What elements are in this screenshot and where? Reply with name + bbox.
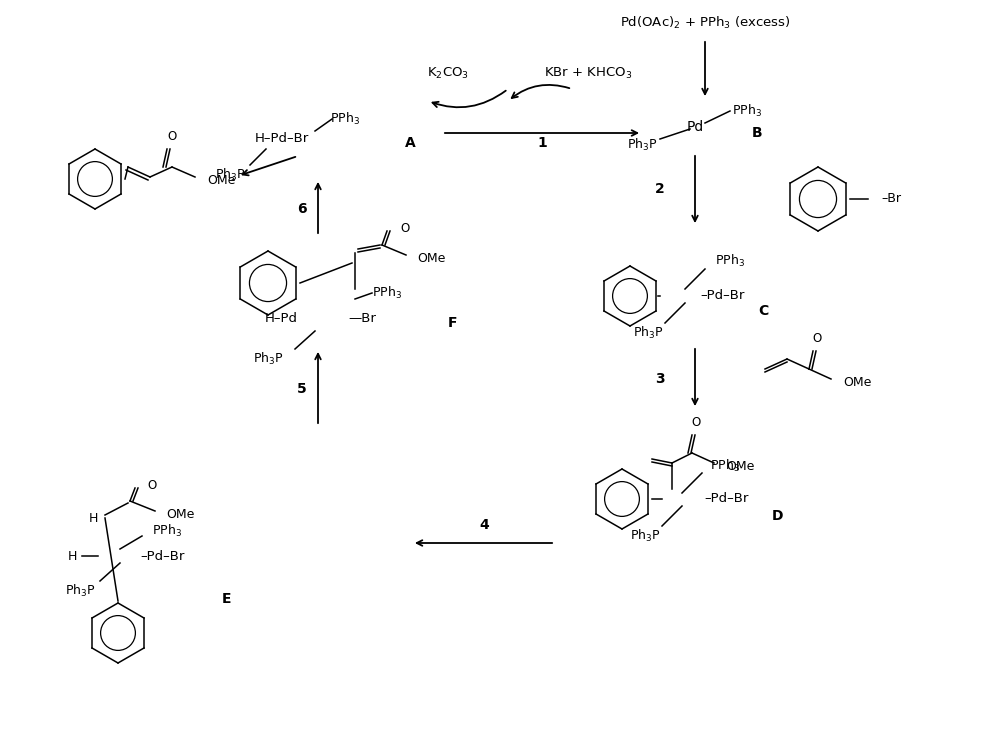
Text: C: C: [758, 304, 768, 318]
Text: PPh$_3$: PPh$_3$: [330, 111, 360, 127]
Text: OMe: OMe: [207, 174, 236, 188]
Text: PPh$_3$: PPh$_3$: [715, 253, 745, 269]
Text: 2: 2: [655, 182, 665, 196]
Text: O: O: [167, 130, 176, 143]
Text: OMe: OMe: [166, 508, 194, 521]
Text: F: F: [448, 316, 457, 330]
Text: B: B: [752, 126, 762, 140]
Text: H: H: [88, 511, 98, 524]
Text: E: E: [222, 592, 232, 606]
Text: –Pd–Br: –Pd–Br: [140, 550, 184, 562]
Text: 1: 1: [538, 136, 546, 150]
Text: Ph$_3$P: Ph$_3$P: [627, 137, 657, 153]
Text: H–Pd–Br: H–Pd–Br: [254, 132, 309, 146]
Text: –Pd–Br: –Pd–Br: [704, 493, 748, 505]
Text: PPh$_3$: PPh$_3$: [732, 103, 762, 119]
Text: O: O: [813, 332, 822, 345]
Text: H: H: [67, 550, 76, 562]
Text: O: O: [148, 479, 156, 493]
Text: Ph$_3$P: Ph$_3$P: [630, 528, 660, 544]
Text: Ph$_3$P: Ph$_3$P: [215, 167, 246, 183]
Text: Ph$_3$P: Ph$_3$P: [633, 325, 663, 341]
Text: PPh$_3$: PPh$_3$: [152, 523, 182, 539]
Text: PPh$_3$: PPh$_3$: [710, 458, 740, 474]
Text: –Br: –Br: [881, 192, 901, 206]
Text: Pd(OAc)$_2$ + PPh$_3$ (excess): Pd(OAc)$_2$ + PPh$_3$ (excess): [620, 15, 790, 31]
Text: 5: 5: [297, 382, 307, 396]
Text: A: A: [405, 136, 416, 150]
Text: KBr + KHCO$_3$: KBr + KHCO$_3$: [544, 65, 633, 80]
Text: D: D: [772, 509, 783, 523]
Text: –Pd–Br: –Pd–Br: [700, 289, 744, 303]
Text: OMe: OMe: [726, 460, 754, 473]
Text: 3: 3: [655, 372, 665, 386]
Text: K$_2$CO$_3$: K$_2$CO$_3$: [427, 65, 469, 80]
Text: O: O: [691, 416, 701, 429]
Text: —Br: —Br: [348, 312, 376, 325]
Text: H–Pd: H–Pd: [265, 312, 298, 325]
Text: O: O: [400, 222, 410, 236]
Text: Ph$_3$P: Ph$_3$P: [64, 583, 95, 599]
Text: OMe: OMe: [417, 252, 446, 266]
Text: Pd: Pd: [686, 120, 704, 134]
Text: PPh$_3$: PPh$_3$: [372, 285, 402, 301]
Text: OMe: OMe: [843, 376, 871, 390]
Text: 6: 6: [297, 202, 307, 216]
Text: Ph$_3$P: Ph$_3$P: [252, 351, 283, 367]
Text: 4: 4: [479, 518, 489, 532]
